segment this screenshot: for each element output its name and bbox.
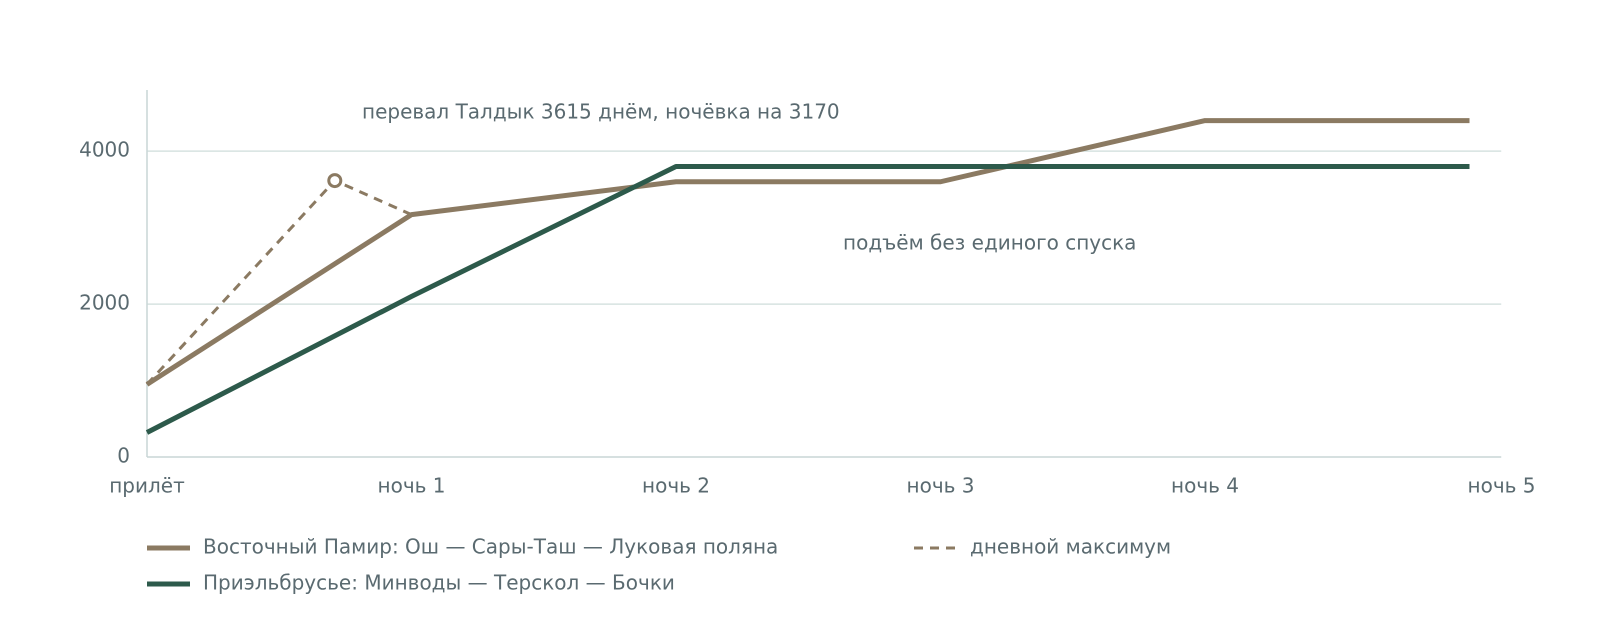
y-tick-label: 2000: [79, 291, 130, 315]
annotation: перевал Талдык 3615 днём, ночёвка на 317…: [362, 100, 840, 124]
legend-label: Восточный Памир: Ош — Сары-Таш — Луковая…: [203, 535, 778, 559]
x-tick-label: ночь 5: [1468, 474, 1536, 498]
legend-label: Приэльбрусье: Минводы — Терскол — Бочки: [203, 571, 675, 595]
y-tick-label: 4000: [79, 138, 130, 162]
x-tick-label: прилёт: [109, 474, 185, 498]
series-line: [145, 118, 1470, 387]
series-line: [145, 179, 413, 386]
x-tick-label: ночь 1: [378, 474, 446, 498]
y-tick-label: 0: [117, 444, 130, 468]
x-tick-label: ночь 2: [642, 474, 710, 498]
x-tick-label: ночь 4: [1171, 474, 1239, 498]
annotation: подъём без единого спуска: [843, 231, 1136, 255]
legend-label: дневной максимум: [970, 535, 1171, 559]
series-line: [145, 163, 1470, 435]
peak-marker: [327, 173, 343, 189]
x-tick-label: ночь 3: [907, 474, 975, 498]
